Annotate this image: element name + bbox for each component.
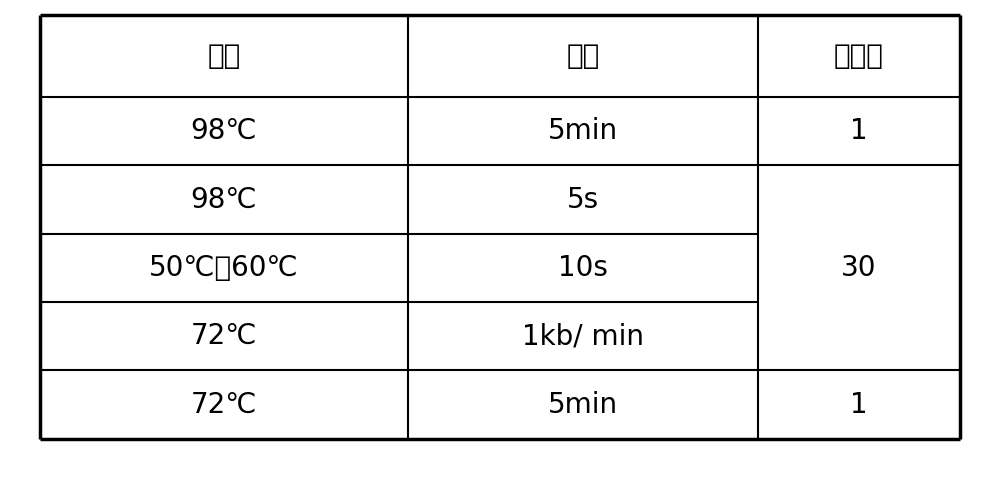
Text: 30: 30 (841, 254, 877, 282)
Text: 10s: 10s (558, 254, 608, 282)
Text: 1: 1 (850, 117, 868, 145)
Text: 5min: 5min (548, 117, 618, 145)
Text: 72℃: 72℃ (191, 322, 257, 350)
Text: 72℃: 72℃ (191, 391, 257, 419)
Text: 1kb/ min: 1kb/ min (522, 322, 644, 350)
Text: 98℃: 98℃ (191, 117, 257, 145)
Bar (40, 15, 960, 439)
Text: 循环数: 循环数 (834, 42, 884, 70)
Text: 1: 1 (850, 391, 868, 419)
Text: 5min: 5min (548, 391, 618, 419)
Text: 50℃～60℃: 50℃～60℃ (149, 254, 299, 282)
Text: 时长: 时长 (566, 42, 599, 70)
Text: 5s: 5s (567, 185, 599, 214)
Text: 98℃: 98℃ (191, 185, 257, 214)
Text: 温度: 温度 (207, 42, 241, 70)
